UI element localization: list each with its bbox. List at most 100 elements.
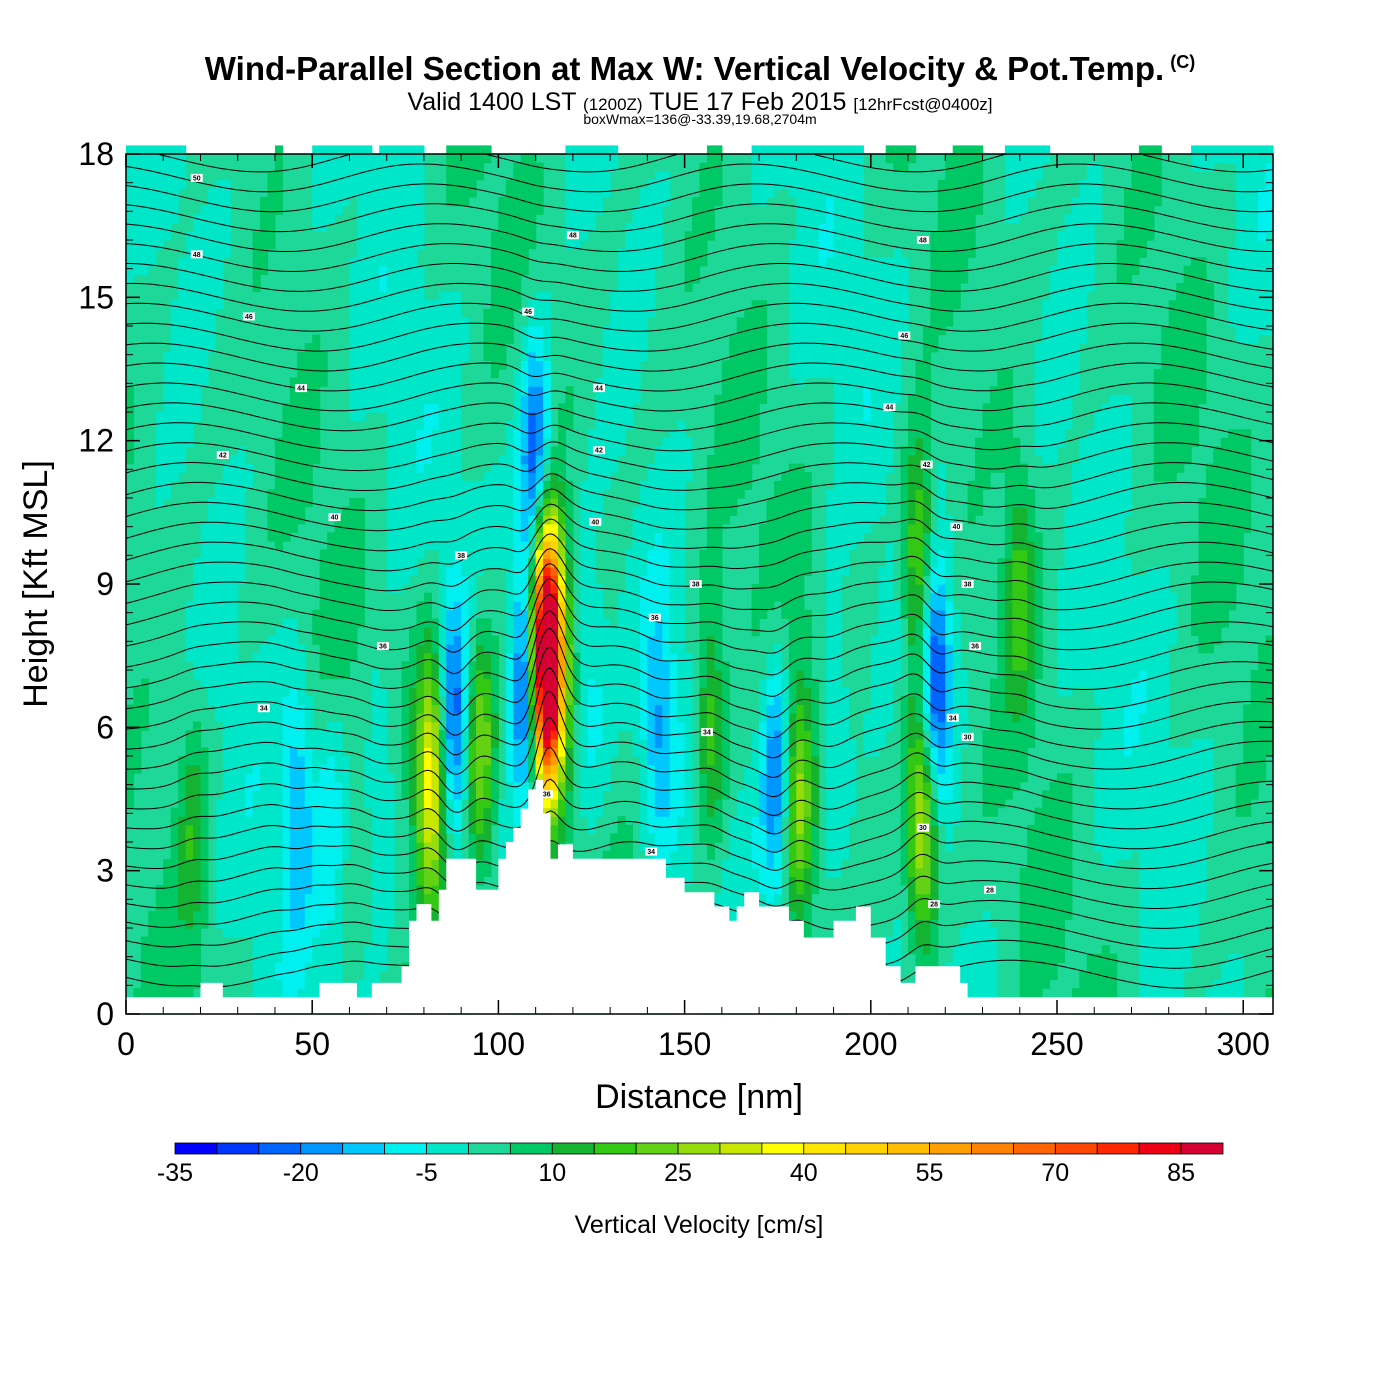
velocity-cell: [476, 558, 485, 568]
velocity-cell: [341, 644, 351, 654]
velocity-cell: [334, 756, 343, 766]
velocity-cell: [468, 154, 477, 164]
velocity-cell: [602, 704, 611, 714]
velocity-cell: [356, 257, 365, 267]
velocity-cell: [654, 601, 663, 611]
velocity-cell: [714, 558, 723, 568]
velocity-cell: [535, 713, 544, 723]
velocity-cell: [528, 403, 537, 413]
velocity-cell: [602, 635, 611, 645]
velocity-cell: [193, 850, 202, 860]
velocity-cell: [498, 816, 507, 826]
velocity-cell: [260, 695, 269, 705]
velocity-cell: [178, 953, 187, 963]
velocity-cell: [751, 369, 760, 379]
velocity-cell: [282, 429, 291, 439]
velocity-cell: [453, 506, 462, 516]
velocity-cell: [409, 214, 418, 224]
velocity-cell: [557, 678, 567, 688]
velocity-cell: [706, 799, 715, 809]
velocity-cell: [684, 816, 693, 826]
velocity-cell: [409, 885, 418, 895]
velocity-cell: [297, 859, 306, 869]
velocity-cell: [297, 644, 306, 654]
velocity-cell: [170, 824, 179, 834]
velocity-cell: [528, 154, 537, 164]
velocity-cell: [319, 618, 328, 628]
velocity-cell: [714, 644, 723, 654]
velocity-cell: [602, 652, 611, 662]
velocity-cell: [543, 420, 552, 430]
velocity-cell: [498, 291, 507, 301]
velocity-cell: [379, 308, 388, 318]
velocity-cell: [520, 627, 529, 637]
velocity-cell: [319, 833, 328, 843]
velocity-cell: [200, 756, 209, 766]
velocity-cell: [602, 455, 611, 465]
velocity-cell: [126, 455, 135, 465]
velocity-cell: [706, 523, 715, 533]
velocity-cell: [520, 403, 529, 413]
velocity-cell: [215, 214, 224, 224]
velocity-cell: [580, 609, 589, 619]
velocity-cell: [334, 971, 343, 981]
velocity-cell: [319, 360, 328, 370]
velocity-cell: [632, 730, 641, 740]
velocity-cell: [647, 670, 656, 680]
velocity-cell: [744, 876, 753, 886]
velocity-cell: [490, 695, 500, 705]
velocity-cell: [319, 764, 328, 774]
velocity-cell: [215, 807, 224, 817]
velocity-cell: [200, 575, 209, 585]
velocity-cell: [490, 523, 500, 533]
velocity-cell: [669, 704, 678, 714]
velocity-cell: [423, 876, 432, 886]
velocity-cell: [274, 670, 284, 680]
velocity-cell: [126, 197, 135, 207]
velocity-cell: [483, 549, 492, 559]
velocity-cell: [662, 171, 671, 181]
velocity-cell: [476, 162, 485, 172]
velocity-cell: [565, 162, 574, 172]
velocity-cell: [706, 644, 715, 654]
velocity-cell: [289, 523, 298, 533]
velocity-cell: [543, 360, 552, 370]
velocity-cell: [312, 885, 321, 895]
velocity-cell: [550, 738, 559, 748]
velocity-cell: [520, 773, 529, 783]
velocity-cell: [550, 850, 559, 860]
velocity-cell: [200, 205, 209, 215]
velocity-cell: [721, 412, 730, 422]
velocity-cell: [513, 807, 522, 817]
velocity-cell: [282, 412, 291, 422]
velocity-cell: [632, 738, 641, 748]
velocity-cell: [714, 756, 723, 766]
velocity-cell: [476, 549, 485, 559]
velocity-cell: [751, 308, 760, 318]
velocity-cell: [431, 429, 440, 439]
velocity-cell: [431, 463, 440, 473]
velocity-cell: [461, 756, 470, 766]
velocity-cell: [587, 446, 596, 456]
velocity-cell: [379, 145, 388, 155]
velocity-cell: [170, 179, 179, 189]
velocity-cell: [565, 695, 574, 705]
velocity-cell: [170, 334, 179, 344]
velocity-cell: [193, 953, 202, 963]
velocity-cell: [356, 214, 365, 224]
velocity-cell: [401, 498, 410, 508]
velocity-cell: [371, 386, 380, 396]
velocity-cell: [513, 283, 522, 293]
velocity-cell: [587, 738, 596, 748]
velocity-cell: [714, 747, 723, 757]
velocity-cell: [513, 429, 522, 439]
velocity-cell: [759, 893, 768, 903]
velocity-cell: [319, 910, 328, 920]
velocity-cell: [461, 317, 470, 327]
velocity-cell: [289, 377, 298, 387]
velocity-cell: [155, 412, 164, 422]
velocity-cell: [304, 480, 313, 490]
velocity-cell: [371, 670, 380, 680]
velocity-cell: [193, 584, 202, 594]
velocity-cell: [334, 953, 343, 963]
